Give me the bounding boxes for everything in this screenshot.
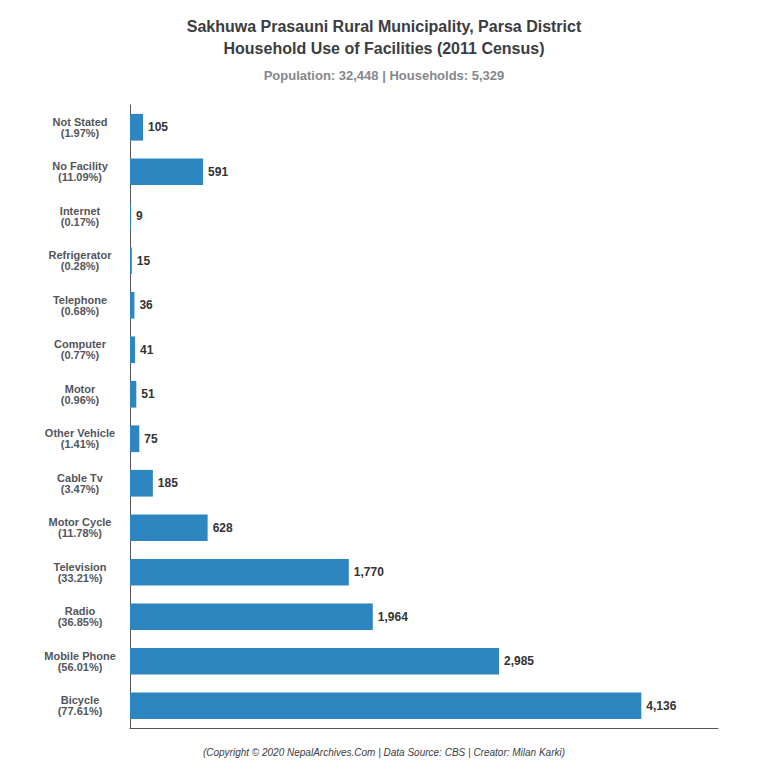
svg-text:(36.85%): (36.85%)	[58, 616, 103, 628]
svg-text:Internet: Internet	[59, 204, 101, 217]
svg-text:(3.47%): (3.47%)	[61, 483, 100, 495]
svg-text:Radio: Radio	[64, 605, 96, 618]
svg-text:(0.68%): (0.68%)	[61, 305, 100, 317]
svg-text:105: 105	[148, 120, 168, 134]
svg-text:Motor: Motor	[64, 382, 96, 395]
svg-text:Sakhuwa Prasauni Rural Municip: Sakhuwa Prasauni Rural Municipality, Par…	[187, 18, 582, 35]
svg-text:Television: Television	[53, 560, 107, 573]
svg-text:2,985: 2,985	[504, 654, 534, 668]
svg-text:(1.41%): (1.41%)	[61, 438, 100, 450]
svg-text:(1.97%): (1.97%)	[61, 127, 100, 139]
svg-text:(0.17%): (0.17%)	[61, 216, 100, 228]
svg-text:75: 75	[144, 432, 158, 446]
svg-text:36: 36	[139, 298, 153, 312]
svg-text:(0.96%): (0.96%)	[61, 394, 100, 406]
svg-text:9: 9	[136, 209, 143, 223]
svg-text:Population: 32,448 | Household: Population: 32,448 | Households: 5,329	[264, 68, 505, 83]
svg-text:(0.77%): (0.77%)	[61, 349, 100, 361]
svg-text:628: 628	[213, 521, 233, 535]
svg-text:591: 591	[208, 165, 228, 179]
svg-text:Mobile Phone: Mobile Phone	[44, 649, 116, 662]
svg-text:1,770: 1,770	[354, 565, 384, 579]
svg-text:Computer: Computer	[54, 338, 106, 351]
svg-text:(11.09%): (11.09%)	[58, 171, 102, 183]
svg-text:Not Stated: Not Stated	[52, 115, 108, 128]
svg-text:Telephone: Telephone	[52, 293, 108, 306]
svg-text:(Copyright © 2020 NepalArchive: (Copyright © 2020 NepalArchives.Com | Da…	[203, 747, 565, 758]
svg-text:(56.01%): (56.01%)	[58, 661, 103, 673]
svg-text:Bicycle: Bicycle	[60, 694, 100, 707]
svg-text:41: 41	[140, 343, 154, 357]
svg-text:(11.78%): (11.78%)	[58, 527, 102, 539]
svg-text:1,964: 1,964	[378, 610, 408, 624]
svg-text:No Facility: No Facility	[52, 160, 108, 173]
svg-text:(33.21%): (33.21%)	[58, 572, 103, 584]
svg-text:Household Use of Facilities (2: Household Use of Facilities (2011 Census…	[224, 40, 545, 57]
svg-text:Refrigerator: Refrigerator	[48, 249, 112, 262]
svg-text:Other Vehicle: Other Vehicle	[44, 427, 116, 440]
svg-text:15: 15	[137, 254, 151, 268]
svg-text:4,136: 4,136	[646, 699, 676, 713]
svg-text:185: 185	[158, 476, 178, 490]
svg-text:51: 51	[141, 387, 155, 401]
svg-text:Motor Cycle: Motor Cycle	[48, 516, 112, 529]
svg-text:Cable Tv: Cable Tv	[57, 471, 103, 484]
svg-text:(77.61%): (77.61%)	[58, 705, 103, 717]
svg-text:(0.28%): (0.28%)	[61, 260, 100, 272]
